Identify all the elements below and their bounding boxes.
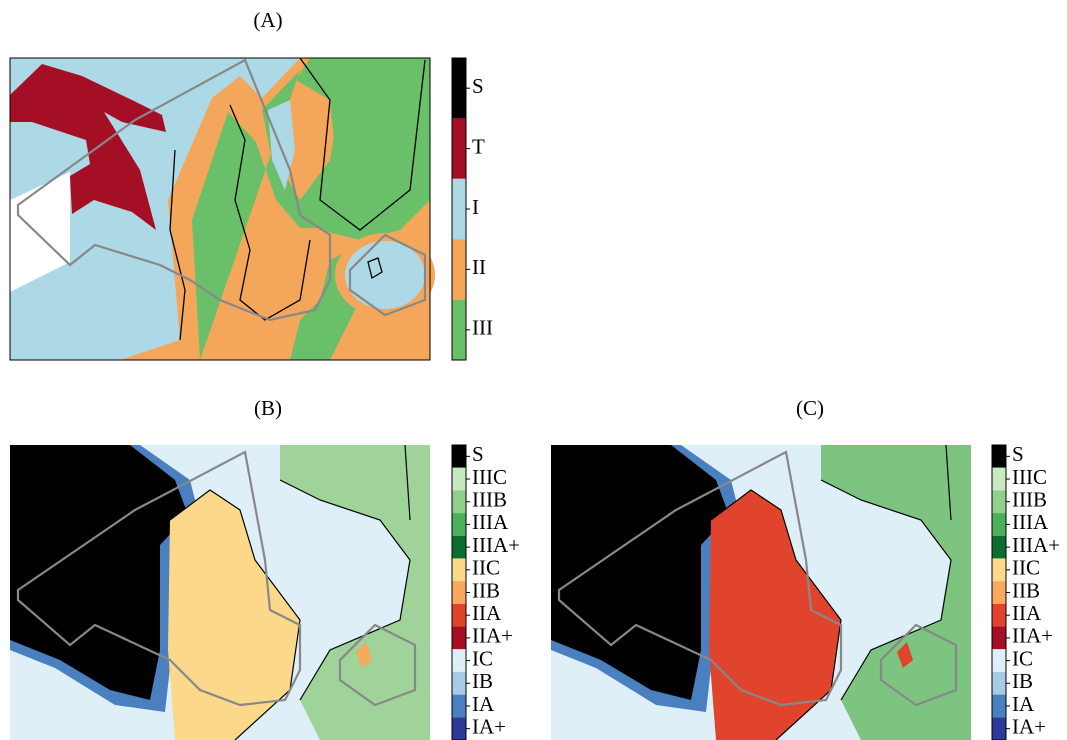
colorbar-label: IA+ bbox=[1012, 714, 1046, 738]
colorbar-label: IB bbox=[472, 669, 493, 693]
panel-title: (A) bbox=[253, 8, 282, 32]
colorbar-segment bbox=[452, 627, 466, 650]
colorbar-segment bbox=[452, 695, 466, 718]
colorbar-segment bbox=[452, 717, 466, 740]
panel-title: (B) bbox=[254, 396, 282, 420]
colorbar-label: II bbox=[472, 255, 486, 279]
colorbar-label: IIB bbox=[1012, 578, 1040, 602]
colorbar-label: T bbox=[472, 134, 485, 158]
colorbar-label: IIA+ bbox=[472, 624, 513, 648]
colorbar-label: IIIC bbox=[472, 465, 507, 489]
colorbar-label: I bbox=[472, 195, 479, 219]
colorbar-segment bbox=[452, 513, 466, 536]
map-a bbox=[10, 58, 435, 360]
colorbar-segment bbox=[452, 536, 466, 559]
colorbar-segment bbox=[452, 581, 466, 604]
colorbar-segment bbox=[992, 627, 1006, 650]
colorbar-segment bbox=[452, 239, 466, 299]
colorbar-segment bbox=[992, 468, 1006, 491]
colorbar-segment bbox=[992, 445, 1006, 468]
colorbar-segment bbox=[452, 58, 466, 118]
colorbar-segment bbox=[992, 581, 1006, 604]
colorbar-label: S bbox=[472, 74, 484, 98]
colorbar-label: IIIB bbox=[472, 488, 507, 512]
panel-title: (C) bbox=[796, 396, 824, 420]
colorbar-segment bbox=[992, 513, 1006, 536]
colorbar-segment bbox=[992, 536, 1006, 559]
colorbar-label: IA bbox=[1012, 692, 1035, 716]
colorbar-segment bbox=[452, 445, 466, 468]
colorbar-segment bbox=[452, 179, 466, 239]
colorbar-label: IIIA bbox=[472, 510, 509, 534]
colorbar-segment bbox=[452, 300, 466, 360]
colorbar-segment bbox=[452, 558, 466, 581]
colorbar-segment bbox=[452, 649, 466, 672]
colorbar-label: IC bbox=[472, 646, 493, 670]
colorbar-label: IIIB bbox=[1012, 488, 1047, 512]
colorbar-segment bbox=[452, 672, 466, 695]
map-b bbox=[10, 445, 430, 740]
colorbar-label: IIB bbox=[472, 578, 500, 602]
colorbar-label: IIA bbox=[472, 601, 502, 625]
page: (A)STIIIIII(B)SIIICIIIBIIIAIIIA+IICIIBII… bbox=[0, 0, 1067, 740]
colorbar-label: III bbox=[472, 316, 493, 340]
colorbar-segment bbox=[452, 468, 466, 491]
colorbar-label: S bbox=[472, 442, 484, 466]
colorbar-segment bbox=[452, 604, 466, 627]
colorbar-label: IA bbox=[472, 692, 495, 716]
colorbar-segment bbox=[992, 604, 1006, 627]
colorbar-label: IIIA+ bbox=[472, 533, 520, 557]
colorbar-label: IIA+ bbox=[1012, 624, 1053, 648]
figure: (A)STIIIIII(B)SIIICIIIBIIIAIIIA+IICIIBII… bbox=[0, 0, 1067, 740]
colorbar-segment bbox=[992, 695, 1006, 718]
colorbar-label: IIC bbox=[1012, 556, 1040, 580]
colorbar-segment bbox=[452, 118, 466, 178]
colorbar-label: IA+ bbox=[472, 714, 506, 738]
colorbar-label: IIA bbox=[1012, 601, 1042, 625]
colorbar-segment bbox=[992, 717, 1006, 740]
colorbar-label: IIIA bbox=[1012, 510, 1049, 534]
colorbar-label: IC bbox=[1012, 646, 1033, 670]
colorbar-segment bbox=[992, 490, 1006, 513]
colorbar-segment bbox=[992, 558, 1006, 581]
colorbar-segment bbox=[992, 672, 1006, 695]
colorbar-segment bbox=[992, 649, 1006, 672]
colorbar-label: IIIC bbox=[1012, 465, 1047, 489]
colorbar-label: S bbox=[1012, 442, 1024, 466]
map-c bbox=[551, 445, 971, 740]
colorbar-label: IB bbox=[1012, 669, 1033, 693]
colorbar-label: IIC bbox=[472, 556, 500, 580]
colorbar-label: IIIA+ bbox=[1012, 533, 1060, 557]
colorbar-segment bbox=[452, 490, 466, 513]
